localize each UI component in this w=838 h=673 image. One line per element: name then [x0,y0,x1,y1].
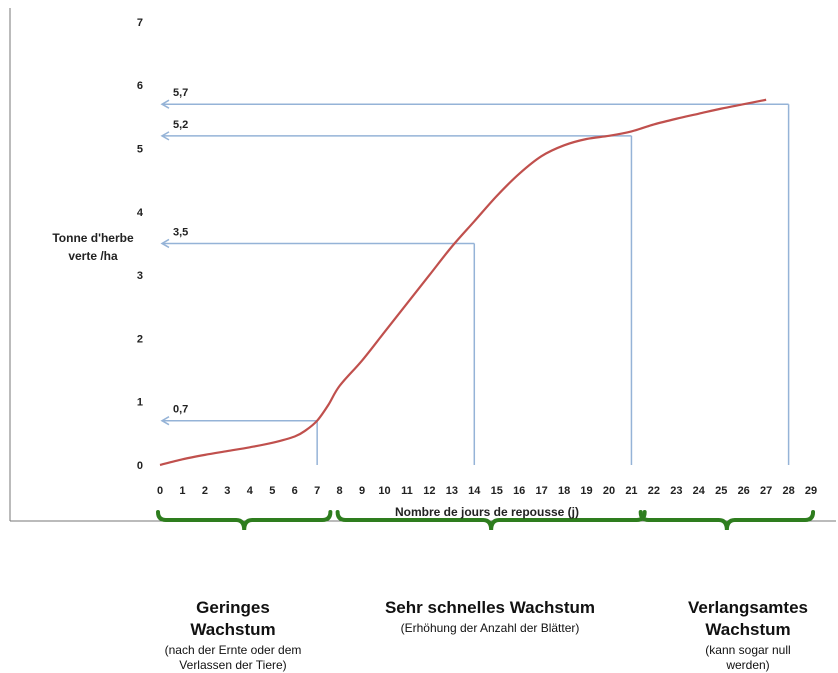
y-tick-label: 2 [137,333,143,345]
x-tick-label: 10 [378,485,390,497]
annotation-arrowhead [160,131,170,141]
phase-slow-growth: Geringes Wachstum (nach der Ernte oder d… [128,597,338,673]
x-tick-label: 9 [359,485,365,497]
x-tick-label: 4 [247,485,254,497]
x-tick-label: 15 [491,485,503,497]
x-tick-label: 25 [715,485,727,497]
x-tick-label: 7 [314,485,320,497]
x-tick-label: 14 [468,485,481,497]
growth-curve-line [159,98,767,467]
x-tick-label: 0 [157,485,163,497]
phase-title: Verlangsamtes Wachstum [687,598,808,639]
y-tick-label: 7 [137,17,143,29]
series-layer [159,98,767,467]
x-tick-label: 17 [536,485,548,497]
x-tick-label: 8 [337,485,343,497]
x-tick-label: 19 [580,485,592,497]
annotation-value-label: 0,7 [173,404,188,416]
phase-title: Geringes Wachstum [190,598,276,639]
x-tick-label: 27 [760,485,772,497]
y-axis-label: Tonne d'herbe verte /ha [52,231,134,263]
annotation-lines: 0,7 3,5 5,2 5,7 [160,87,790,465]
x-tick-label: 11 [401,485,413,497]
x-tick-label: 12 [423,485,435,497]
y-tick-label: 4 [137,207,144,219]
annotation-value-label: 3,5 [173,226,188,238]
annotation-arrowhead [160,238,170,249]
x-tick-label: 29 [805,485,817,497]
x-tick-label: 13 [446,485,458,497]
annotation-value-label: 5,2 [173,119,188,131]
x-tick-label: 6 [292,485,298,497]
y-tick-label: 6 [137,80,143,92]
x-tick-label: 18 [558,485,570,497]
phase-subtitle: (Erhöhung der Anzahl der Blätter) [400,621,580,635]
x-tick-label: 24 [693,485,706,497]
y-tick-label: 1 [137,397,143,409]
y-tick-label: 3 [137,270,143,282]
annotation-value-label: 5,7 [173,87,188,99]
annotation-arrowhead [160,416,170,426]
phase-slowing-growth: Verlangsamtes Wachstum (kann sogar null … [660,597,836,673]
x-tick-label: 1 [179,485,185,497]
y-tick-label: 0 [137,460,143,472]
phase-title: Sehr schnelles Wachstum [384,598,596,617]
x-tick-label: 2 [202,485,208,497]
x-tick-label: 16 [513,485,525,497]
phase-fast-growth: Sehr schnelles Wachstum (Erhöhung der An… [330,597,650,636]
phase-subtitle: (nach der Ernte oder dem Verlassen der T… [164,643,302,672]
phase-brace [638,510,816,531]
x-tick-label: 28 [782,485,794,497]
x-tick-label: 21 [625,485,637,497]
x-tick-label: 20 [603,485,615,497]
phase-subtitle: (kann sogar null werden) [705,643,791,672]
y-tick-label: 5 [137,144,143,156]
phase-brace [156,510,333,531]
x-tick-label: 5 [269,485,275,497]
x-tick-label: 22 [648,485,660,497]
x-tick-label: 26 [738,485,750,497]
phase-braces [156,510,816,531]
annotation-arrowhead [160,99,170,109]
x-tick-label: 3 [224,485,230,497]
x-tick-label: 23 [670,485,682,497]
phase-brace [335,510,647,531]
x-axis-label: Nombre de jours de repousse (j) [395,505,579,519]
